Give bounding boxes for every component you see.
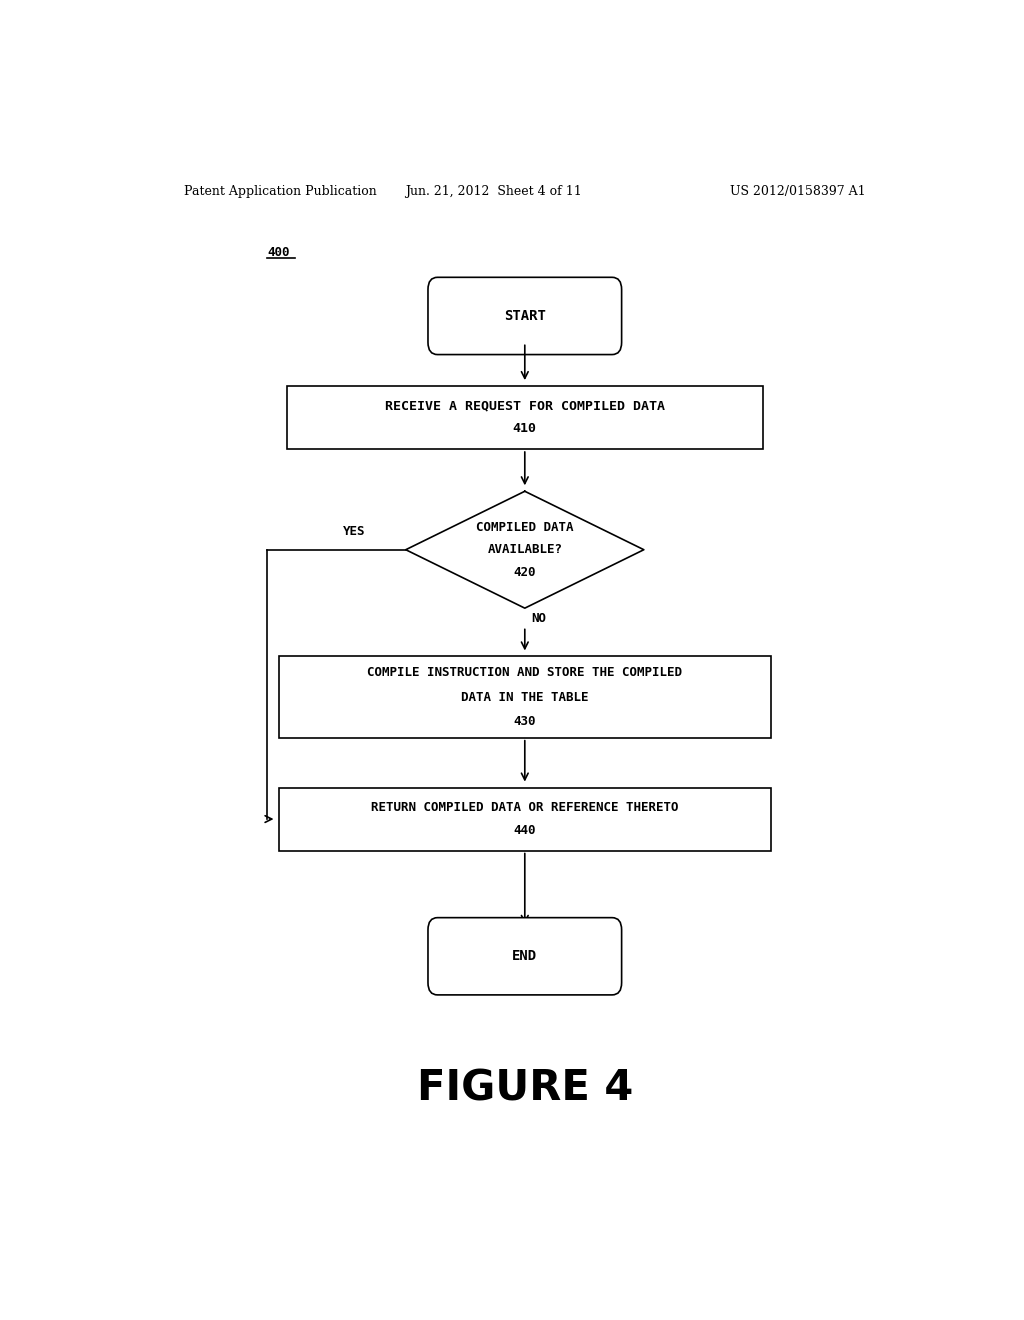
Text: COMPILED DATA: COMPILED DATA [476, 521, 573, 533]
FancyBboxPatch shape [428, 917, 622, 995]
Text: YES: YES [343, 524, 366, 537]
Text: RETURN COMPILED DATA OR REFERENCE THERETO: RETURN COMPILED DATA OR REFERENCE THERET… [371, 801, 679, 814]
Text: FIGURE 4: FIGURE 4 [417, 1068, 633, 1109]
Text: 410: 410 [513, 422, 537, 436]
Bar [279, 788, 771, 850]
Text: COMPILE INSTRUCTION AND STORE THE COMPILED: COMPILE INSTRUCTION AND STORE THE COMPIL… [368, 667, 682, 680]
Text: Jun. 21, 2012  Sheet 4 of 11: Jun. 21, 2012 Sheet 4 of 11 [404, 185, 582, 198]
Text: 430: 430 [514, 715, 536, 729]
Text: 420: 420 [514, 565, 536, 578]
FancyBboxPatch shape [428, 277, 622, 355]
Text: 440: 440 [514, 824, 536, 837]
Bar [279, 656, 771, 738]
Text: US 2012/0158397 A1: US 2012/0158397 A1 [730, 185, 866, 198]
Text: NO: NO [531, 612, 546, 626]
Bar [287, 385, 763, 449]
Text: START: START [504, 309, 546, 323]
Text: RECEIVE A REQUEST FOR COMPILED DATA: RECEIVE A REQUEST FOR COMPILED DATA [385, 400, 665, 413]
Polygon shape [406, 491, 644, 609]
Text: DATA IN THE TABLE: DATA IN THE TABLE [461, 690, 589, 704]
Text: AVAILABLE?: AVAILABLE? [487, 544, 562, 556]
Text: END: END [512, 949, 538, 964]
Text: 400: 400 [267, 247, 290, 260]
Text: Patent Application Publication: Patent Application Publication [183, 185, 376, 198]
